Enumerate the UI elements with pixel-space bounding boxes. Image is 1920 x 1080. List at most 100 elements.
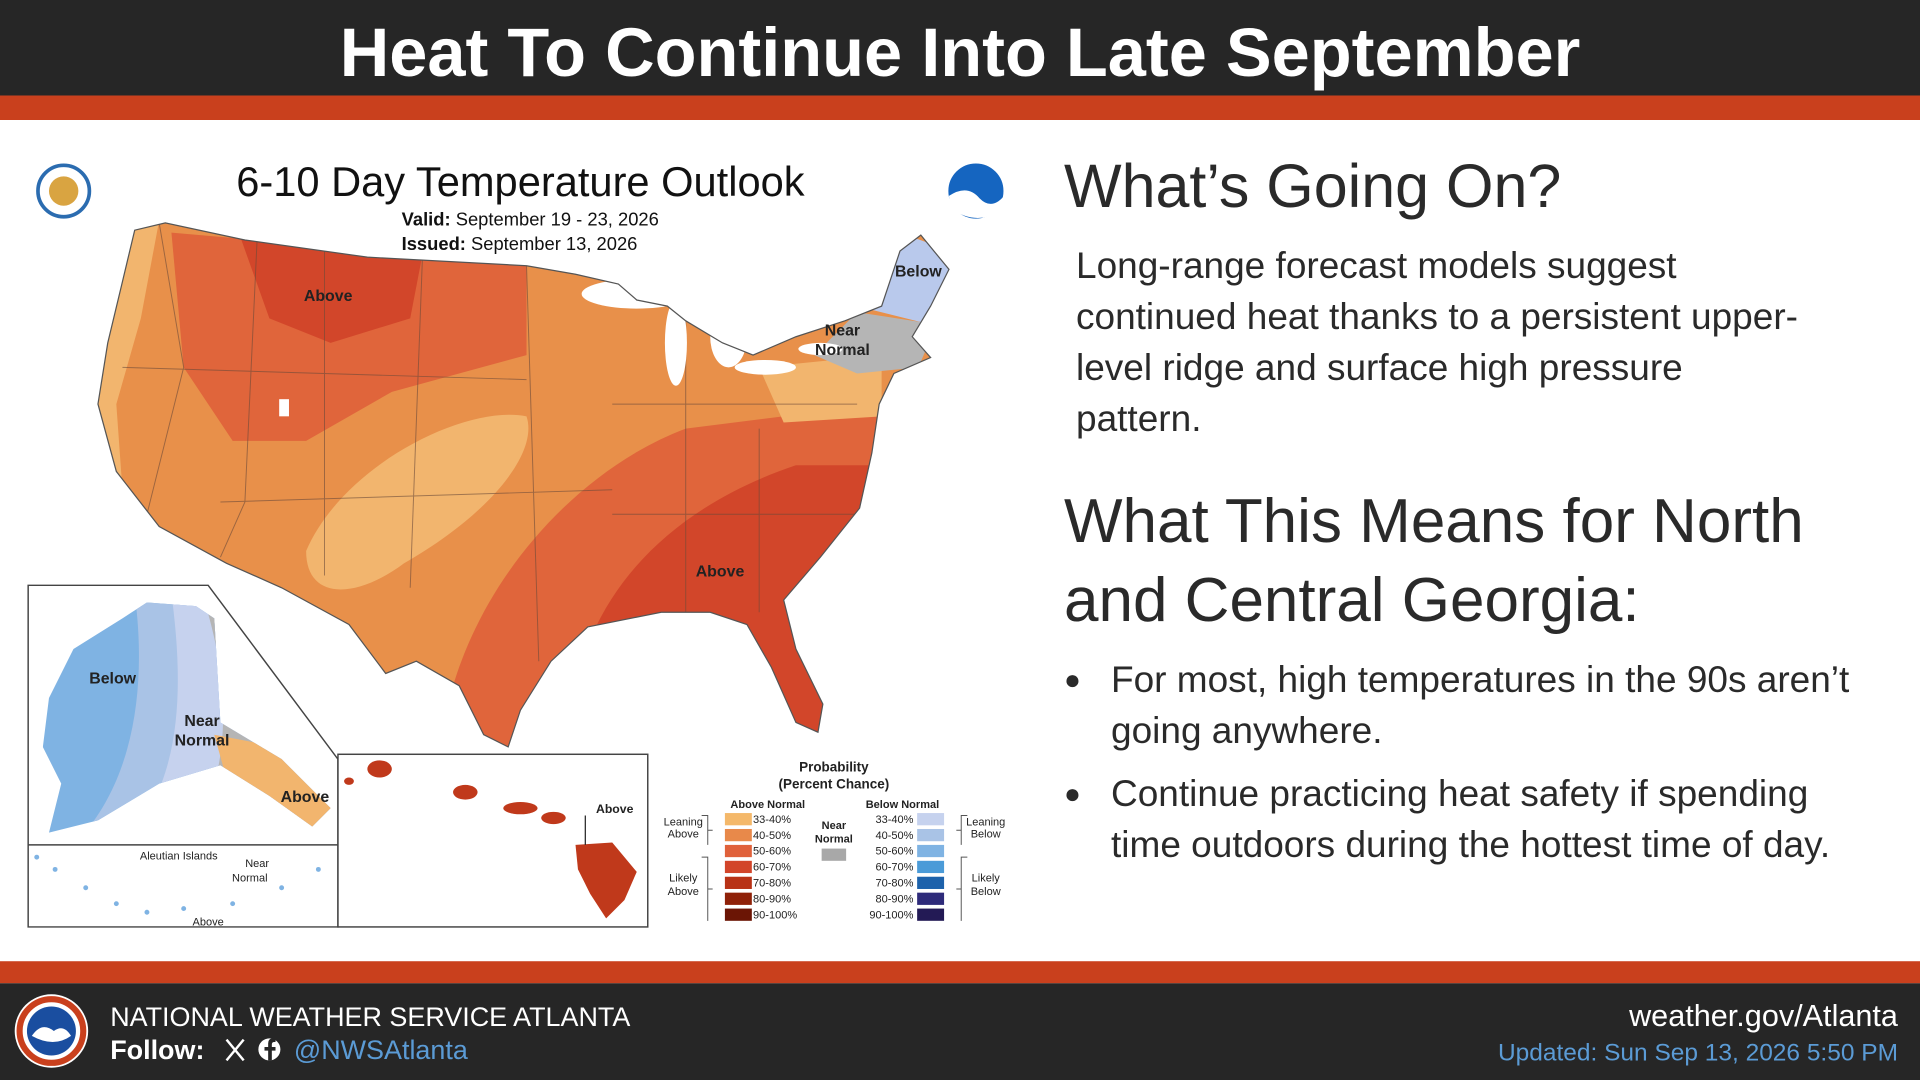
map-title: 6-10 Day Temperature Outlook: [236, 158, 805, 205]
legend-title: Probability: [799, 759, 869, 774]
label: Above: [193, 917, 224, 929]
aleutian-labels: Aleutian Islands Near Normal Above: [140, 851, 270, 929]
legend-group: Leaning: [664, 816, 703, 828]
label: Near: [245, 858, 269, 870]
range-label: 33-40%: [753, 814, 791, 826]
legend-group: Leaning: [966, 816, 1005, 828]
label: Above: [304, 288, 353, 305]
valid-label: Valid:: [402, 208, 451, 229]
swatch: [917, 860, 945, 874]
handle[interactable]: @NWSAtlanta: [294, 1035, 468, 1065]
legend-braces: [701, 815, 968, 921]
alaska-labels: Below Near Normal Above: [89, 670, 329, 806]
range-label: 60-70%: [753, 862, 791, 874]
valid-dates: September 19 - 23, 2026: [456, 208, 659, 229]
bullet: ● For most, high temperatures in the 90s …: [1064, 654, 1871, 756]
label: Near: [184, 713, 219, 730]
legend-heading: Near: [822, 820, 847, 832]
bullet-list: ● For most, high temperatures in the 90s …: [1064, 654, 1894, 870]
label: Normal: [815, 342, 870, 359]
heading: What’s Going On?: [1064, 152, 1562, 220]
aleutians: [34, 854, 321, 915]
legend-heading: Below Normal: [866, 799, 939, 811]
swatch: [724, 860, 752, 874]
legend-title: (Percent Chance): [779, 777, 890, 792]
swatch: [724, 813, 752, 826]
near-normal-swatch: [821, 848, 847, 861]
legend: Probability (Percent Chance) Above Norma…: [664, 759, 1006, 921]
swatch: [724, 828, 752, 842]
heading: What This Means for North and Central Ge…: [1064, 487, 1804, 635]
doc-seal: [36, 163, 92, 219]
valid-line: Valid: September 19 - 23, 2026: [402, 208, 659, 229]
updated: Updated: Sun Sep 13, 2026 5:50 PM: [1498, 1039, 1898, 1066]
label: Below: [895, 264, 942, 281]
map-labels: Above Below Near Normal Above: [304, 264, 943, 581]
range-label: 70-80%: [876, 878, 914, 890]
bullet-text: For most, high temperatures in the 90s a…: [1111, 659, 1850, 751]
label: Below: [89, 670, 136, 687]
facebook-icon: [258, 1038, 281, 1061]
bullet-text: Continue practicing heat safety if spend…: [1111, 773, 1831, 865]
footer-bar: [0, 983, 1920, 1080]
range-label: 50-60%: [876, 846, 914, 858]
header-stripe: [0, 95, 1920, 120]
swatch: [724, 844, 752, 858]
issued-line: Issued: September 13, 2026: [402, 233, 638, 254]
nws-logo: [14, 994, 89, 1068]
label: Above: [281, 789, 330, 806]
legend-group: Likely: [972, 873, 1001, 885]
bullet: ● Continue practicing heat safety if spen…: [1064, 768, 1871, 870]
range-label: 40-50%: [753, 830, 791, 842]
x-icon: [225, 1038, 245, 1062]
range-label: 90-100%: [753, 909, 797, 921]
legend-group: Likely: [669, 873, 698, 885]
swatch: [917, 908, 945, 921]
org-name: NATIONAL WEATHER SERVICE ATLANTA: [110, 1002, 630, 1032]
info-panel: What’s Going On? Long-range forecast mod…: [1064, 150, 1894, 882]
range-label: 40-50%: [876, 830, 914, 842]
body-text: Long-range forecast models suggest conti…: [1076, 245, 1798, 439]
range-label: 80-90%: [753, 893, 791, 905]
hawaii-map: [344, 760, 637, 919]
label: Near: [825, 323, 860, 340]
legend-group: Above: [668, 829, 699, 841]
swatch: [917, 828, 945, 842]
swatch: [917, 844, 945, 858]
label: Normal: [232, 873, 268, 885]
site-url[interactable]: weather.gov/Atlanta: [1628, 999, 1899, 1033]
range-label: 80-90%: [876, 893, 914, 905]
range-label: 90-100%: [869, 909, 913, 921]
range-label: 33-40%: [876, 814, 914, 826]
range-label: 70-80%: [753, 878, 791, 890]
swatch: [917, 813, 945, 826]
noaa-logo: [947, 162, 1005, 220]
range-label: 60-70%: [876, 862, 914, 874]
label: Aleutian Islands: [140, 851, 218, 863]
issued-label: Issued:: [402, 233, 466, 254]
legend-group: Above: [668, 886, 699, 898]
legend-heading: Normal: [815, 833, 853, 845]
label: Normal: [175, 733, 230, 750]
title: Heat To Continue Into Late September: [340, 14, 1581, 91]
legend-group: Below: [971, 829, 1001, 841]
follow-label: Follow:: [110, 1035, 204, 1065]
swatch: [917, 876, 945, 889]
great-lakes: [279, 279, 843, 417]
legend-heading: Above Normal: [730, 799, 805, 811]
swatch: [724, 876, 752, 889]
bullet-dot: ●: [1064, 664, 1081, 695]
footer-stripe: [0, 961, 1920, 984]
swatch: [724, 908, 752, 921]
swatch: [724, 892, 752, 905]
header-bar: [0, 0, 1920, 96]
bullet-dot: ●: [1064, 778, 1081, 809]
legend-group: Below: [971, 886, 1001, 898]
conus-outline: [97, 222, 950, 748]
range-label: 50-60%: [753, 846, 791, 858]
label: Above: [596, 802, 634, 816]
label: Above: [696, 564, 745, 581]
swatch: [917, 892, 945, 905]
